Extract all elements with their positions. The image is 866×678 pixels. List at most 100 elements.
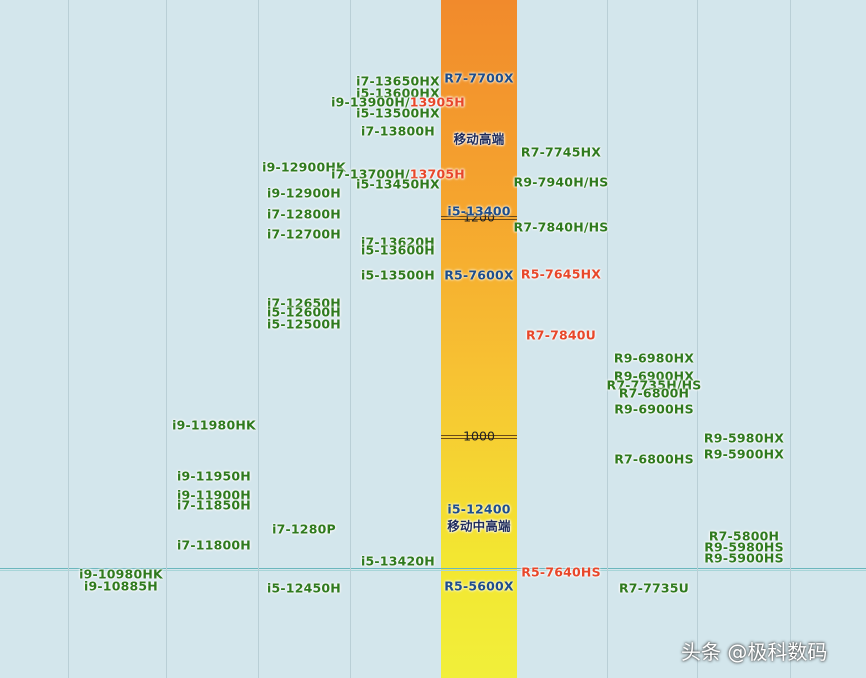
cpu-label: R9-7940H/HS xyxy=(514,175,609,190)
cpu-label: R9-6900HS xyxy=(614,401,694,416)
cpu-label: R5-7645HX xyxy=(521,267,601,282)
cpu-label: R9-5900HS xyxy=(704,550,784,565)
cpu-label: i5-13600HX xyxy=(356,86,440,101)
cpu-model-text: R7-5800H xyxy=(708,528,780,544)
cpu-label: R7-7700X xyxy=(444,71,514,86)
column-separator xyxy=(166,0,167,678)
cpu-label: R7-7735H/HS xyxy=(607,377,702,392)
cpu-model-text: i5-13500H xyxy=(361,267,435,283)
cpu-label: i7-13620H xyxy=(361,235,435,250)
cpu-label: R7-6800H xyxy=(619,386,689,401)
cpu-label: R9-5980HX xyxy=(704,431,784,446)
cpu-label: i5-12600H xyxy=(267,305,341,320)
cpu-label: i9-11900H xyxy=(177,488,251,503)
cpu-model-variant-text: 13705H xyxy=(409,166,465,182)
cpu-model-text: R5-7645HX xyxy=(520,266,602,282)
cpu-label: i5-13600H xyxy=(361,242,435,257)
cpu-model-text: i5-13450HX xyxy=(356,176,440,192)
cpu-label: R7-7840H/HS xyxy=(514,219,609,234)
cpu-label: R7-6800HS xyxy=(614,452,694,467)
cpu-model-text: R9-6900HX xyxy=(613,368,695,384)
cpu-model-text: R5-7600X xyxy=(444,267,514,283)
cpu-model-text: R7-7840U xyxy=(525,327,597,343)
cpu-model-text: R9-6900HS xyxy=(614,401,694,417)
cpu-label: i9-10980HK xyxy=(79,567,163,582)
cpu-label: i5-13450HX xyxy=(356,177,440,192)
cpu-model-text: i5-13500HX xyxy=(356,105,440,121)
cpu-model-text: i5-13420H xyxy=(361,553,435,569)
cpu-model-text: i5-13400 xyxy=(447,203,511,219)
cpu-model-text: R9-5900HX xyxy=(703,446,785,462)
cpu-model-text: R7-7745HX xyxy=(520,144,602,160)
cpu-label: R7-7840U xyxy=(526,328,596,343)
cpu-model-text: R7-7735H/HS xyxy=(606,377,702,393)
cpu-label: i5-13420H xyxy=(361,553,435,568)
cpu-label: R5-7600X xyxy=(444,268,514,283)
cpu-model-text: i9-10980HK xyxy=(79,566,163,582)
cpu-label: R5-7640HS xyxy=(521,564,601,579)
cpu-model-text: i7-13700H/ xyxy=(331,166,410,182)
cpu-label: i9-13900H/13905H xyxy=(331,95,465,110)
cpu-model-text: R9-5980HS xyxy=(704,539,784,555)
cpu-model-text: i5-12600H xyxy=(267,304,341,320)
cpu-model-text: i9-12900H xyxy=(267,185,341,201)
cpu-model-text: R9-5980HX xyxy=(703,430,785,446)
cpu-label: i7-11850H xyxy=(177,498,251,513)
cpu-label: i7-12700H xyxy=(267,226,341,241)
cpu-label: R9-6900HX xyxy=(614,368,694,383)
column-separator xyxy=(350,0,351,678)
column-separator xyxy=(258,0,259,678)
cpu-model-text: i5-13600HX xyxy=(356,85,440,101)
cpu-model-text: i7-12700H xyxy=(267,226,341,242)
cpu-model-text: i7-13620H xyxy=(361,234,435,250)
cpu-model-text: R9-7940H/HS xyxy=(513,174,609,190)
column-separator xyxy=(790,0,791,678)
cpu-model-text: R7-6800H xyxy=(618,385,690,401)
cpu-model-text: R7-6800HS xyxy=(614,451,694,467)
column-separator xyxy=(607,0,608,678)
cpu-label: i5-12500H xyxy=(267,317,341,332)
cpu-model-text: i9-11980HK xyxy=(172,417,256,433)
score-tick-line xyxy=(441,438,517,439)
cpu-model-text: i5-12450H xyxy=(267,580,341,596)
cpu-label: i5-13500HX xyxy=(356,106,440,121)
cpu-label: R9-6980HX xyxy=(614,351,694,366)
cpu-model-text: i9-13900H/ xyxy=(331,94,410,110)
cpu-label: i5-13500H xyxy=(361,268,435,283)
score-tick-line xyxy=(441,216,517,217)
cpu-label: i9-12900H xyxy=(267,186,341,201)
cpu-label: i7-13650HX xyxy=(356,74,440,89)
score-tick-line xyxy=(441,219,517,220)
cpu-model-text: i7-13650HX xyxy=(356,73,440,89)
cpu-model-text: R7-7700X xyxy=(444,70,514,86)
cpu-label: R9-5900HX xyxy=(704,446,784,461)
cpu-model-text: i5-12400 xyxy=(447,501,511,517)
cpu-label: R7-7745HX xyxy=(521,145,601,160)
cpu-label: 移动中高端 xyxy=(447,515,511,534)
score-tick-label: 1000 xyxy=(463,428,495,444)
score-gradient-bar xyxy=(441,0,517,678)
cpu-label: i9-11980HK xyxy=(172,418,256,433)
cpu-label: i7-13800H xyxy=(361,123,435,138)
cpu-model-text: R5-5600X xyxy=(444,578,514,594)
cpu-label: i9-10885H xyxy=(84,579,158,594)
cpu-label: i7-13700H/13705H xyxy=(331,167,465,182)
cpu-model-text: i7-12650H xyxy=(267,295,341,310)
cpu-label: i7-12650H xyxy=(267,295,341,310)
cpu-label: R5-5600X xyxy=(444,579,514,594)
cpu-model-text: i9-11900H xyxy=(177,487,251,503)
cpu-model-text: i7-11850H xyxy=(177,497,251,513)
cpu-model-text: R9-5900HS xyxy=(704,550,784,566)
cpu-label: R9-5980HS xyxy=(704,539,784,554)
cpu-model-text: i5-12500H xyxy=(267,316,341,332)
cpu-label: i7-1280P xyxy=(272,522,336,537)
tier-divider-line xyxy=(0,568,866,569)
cpu-model-text: R5-7640HS xyxy=(521,564,601,580)
cpu-label: i5-12450H xyxy=(267,581,341,596)
column-separator xyxy=(68,0,69,678)
cpu-model-text: i7-13800H xyxy=(361,123,435,139)
cpu-model-text: i9-10885H xyxy=(84,578,158,594)
cpu-model-text: i5-13600H xyxy=(361,242,435,258)
cpu-model-text: R7-7735U xyxy=(618,580,690,596)
